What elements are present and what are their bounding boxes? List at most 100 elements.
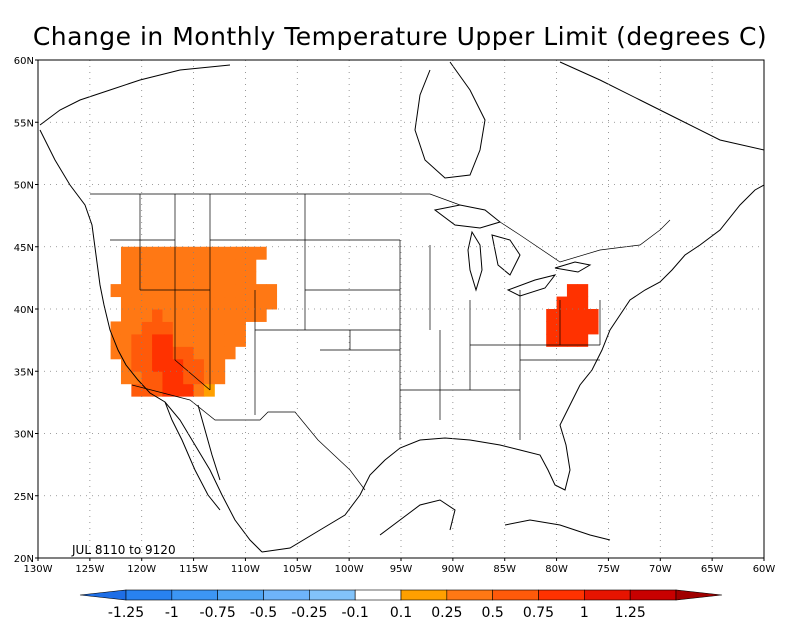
data-cell xyxy=(162,259,174,273)
state-lines xyxy=(110,194,601,440)
data-cell xyxy=(193,371,205,385)
data-cell xyxy=(162,333,174,347)
colorbar-swatch xyxy=(492,589,539,601)
data-cell xyxy=(566,309,578,322)
data-cell xyxy=(131,246,143,260)
data-cell xyxy=(183,346,195,360)
data-cell xyxy=(183,321,195,335)
data-cell xyxy=(141,346,153,360)
data-cell xyxy=(152,271,163,285)
data-cell xyxy=(120,284,132,298)
data-cell xyxy=(141,246,153,260)
data-cell xyxy=(162,358,174,372)
data-cell xyxy=(577,321,589,335)
lat-tick-label: 40N xyxy=(14,305,34,316)
lon-tick-label: 115W xyxy=(179,564,208,575)
colorbar-swatch xyxy=(446,589,493,601)
colorbar-swatch xyxy=(354,589,402,601)
data-cell xyxy=(214,358,226,372)
data-cell xyxy=(141,358,153,372)
data-cell xyxy=(120,371,132,385)
colorbar-swatch xyxy=(309,589,356,601)
data-cell xyxy=(577,284,589,298)
data-cell xyxy=(172,284,184,298)
lat-tick-label: 30N xyxy=(14,430,34,441)
data-cell xyxy=(556,296,568,310)
data-cell xyxy=(141,371,153,385)
lon-tick-label: 65W xyxy=(701,564,724,575)
data-cell xyxy=(193,296,205,310)
lat-tick-label: 60N xyxy=(14,56,34,67)
data-cell xyxy=(120,259,132,273)
data-cell xyxy=(203,333,215,347)
data-cell xyxy=(556,333,568,347)
colorbar-label: -0.75 xyxy=(200,605,236,618)
data-cell xyxy=(235,271,246,285)
data-cell xyxy=(566,321,578,335)
data-cell xyxy=(245,309,257,322)
data-cell xyxy=(214,296,226,310)
colorbar-label: -1.25 xyxy=(108,605,144,618)
data-cell xyxy=(172,246,184,260)
lon-tick-label: 80W xyxy=(545,564,568,575)
data-cell xyxy=(255,284,267,298)
lake-erie xyxy=(506,274,557,297)
data-cell xyxy=(183,246,195,260)
data-cell xyxy=(245,271,257,285)
data-cell xyxy=(131,284,143,298)
pacific-coastline xyxy=(39,129,263,553)
data-cell xyxy=(203,383,215,397)
data-cell xyxy=(120,296,132,310)
data-cell xyxy=(120,246,132,260)
data-cell xyxy=(162,346,174,360)
lon-tick-label: 70W xyxy=(649,564,672,575)
data-cell xyxy=(577,296,589,310)
data-cell xyxy=(152,346,163,360)
data-cell xyxy=(162,309,174,322)
latitude-labels: 60N 55N 50N 45N 40N 35N 30N 25N 20N xyxy=(14,56,38,565)
colorbar-swatch xyxy=(584,589,631,601)
lon-tick-label: 60W xyxy=(753,564,776,575)
data-cell xyxy=(141,259,153,273)
state-borders xyxy=(90,193,671,491)
colorbar-label: -0.25 xyxy=(291,605,327,618)
us-mexico-border xyxy=(131,384,366,491)
data-cell xyxy=(172,371,184,385)
lon-tick-label: 85W xyxy=(493,564,516,575)
data-cell xyxy=(152,259,163,273)
data-cell xyxy=(152,296,163,310)
lon-tick-label: 75W xyxy=(597,564,620,575)
data-cell xyxy=(162,321,174,335)
data-cell xyxy=(131,333,143,347)
data-cell xyxy=(131,346,143,360)
data-cell xyxy=(587,309,599,322)
graticule xyxy=(38,60,764,558)
data-cell xyxy=(193,346,205,360)
data-cell xyxy=(131,309,143,322)
gulf-coastline xyxy=(261,184,764,553)
data-cell xyxy=(172,296,184,310)
data-cell xyxy=(266,296,278,310)
data-cell xyxy=(162,296,174,310)
data-cell xyxy=(120,346,132,360)
data-cell xyxy=(224,321,236,335)
data-cell xyxy=(152,284,163,298)
data-cell xyxy=(224,271,236,285)
data-cell xyxy=(203,358,215,372)
lat-tick-label: 45N xyxy=(14,243,34,254)
data-cell xyxy=(214,271,226,285)
data-cell xyxy=(214,259,226,273)
data-cell xyxy=(172,309,184,322)
colorbar-label: 0.5 xyxy=(482,605,504,618)
lat-tick-label: 20N xyxy=(14,554,34,565)
data-cell xyxy=(162,383,174,397)
colorbar-label: 1.25 xyxy=(615,605,646,618)
data-cell xyxy=(172,358,184,372)
data-cell xyxy=(131,358,143,372)
data-cell xyxy=(152,333,163,347)
data-cell xyxy=(203,371,215,385)
colorbar-swatch xyxy=(263,589,310,601)
colorbar-swatch xyxy=(400,589,448,601)
colorbar-label: 0.1 xyxy=(390,605,412,618)
us-canada-border xyxy=(90,193,671,263)
